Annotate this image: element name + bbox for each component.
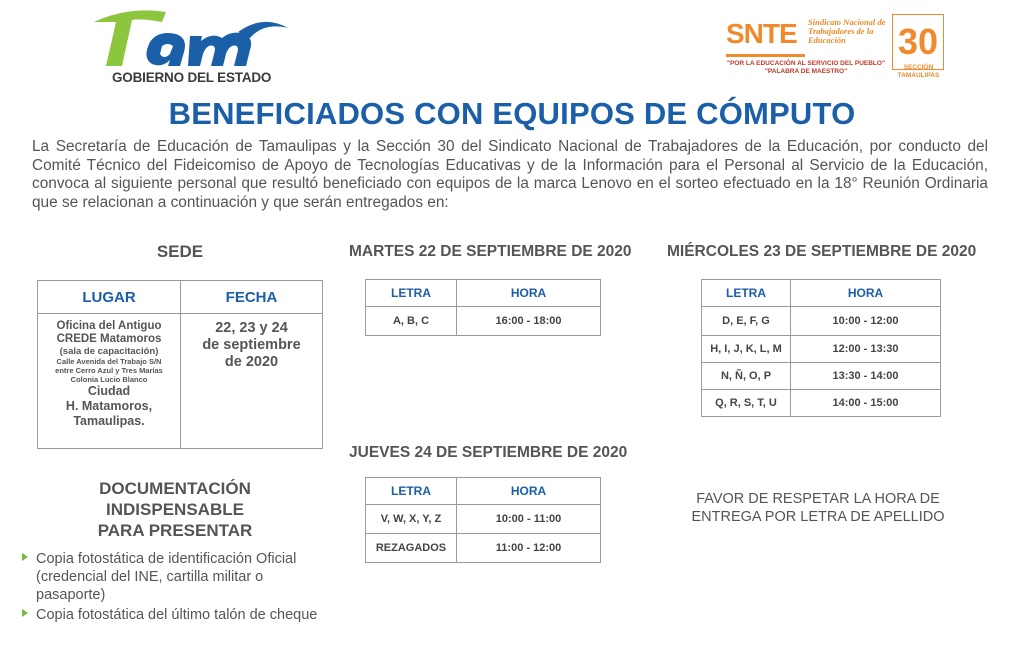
table-row: N, Ñ, O, P 13:30 - 14:00 (701, 362, 941, 390)
letra-cell: V, W, X, Y, Z (365, 504, 457, 534)
snte-underline (726, 18, 805, 57)
triangle-bullet-icon (22, 553, 28, 561)
letra-cell: REZAGADOS (365, 533, 457, 563)
table-row: Q, R, S, T, U 14:00 - 15:00 (701, 389, 941, 417)
schedule-header-row: LETRA HORA (365, 477, 601, 505)
snte-seccion-30-logo: SNTE Sindicato Nacional de Trabajadores … (726, 14, 956, 84)
list-item-text: Copia fotostática de identificación Ofic… (36, 551, 297, 603)
tamaulipas-government-logo: GOBIERNO DEL ESTADO (88, 4, 293, 90)
hora-cell: 16:00 - 18:00 (456, 306, 601, 336)
letra-cell: H, I, J, K, L, M (701, 335, 791, 363)
lugar-line: Calle Avenida del Trabajo S/N (56, 357, 162, 366)
schedule-header-row: LETRA HORA (365, 279, 601, 307)
sede-col-fecha: FECHA (180, 280, 323, 314)
jueves-heading: JUEVES 24 DE SEPTIEMBRE DE 2020 (349, 444, 628, 461)
sede-fecha-cell: 22, 23 y 24 de septiembre de 2020 (180, 313, 323, 449)
lugar-line: Oficina del Antiguo (56, 320, 162, 332)
snte-state-label: TAMAULIPAS (897, 71, 940, 79)
table-row: D, E, F, G 10:00 - 12:00 (701, 306, 941, 336)
table-row: V, W, X, Y, Z 10:00 - 11:00 (365, 504, 601, 534)
table-row: H, I, J, K, L, M 12:00 - 13:30 (701, 335, 941, 363)
lugar-line: H. Matamoros, (65, 399, 153, 413)
notice-text: FAVOR DE RESPETAR LA HORA DE ENTREGA POR… (691, 491, 945, 525)
col-letra: LETRA (365, 279, 457, 307)
fecha-line: 22, 23 y 24 (215, 320, 288, 336)
col-hora: HORA (456, 279, 601, 307)
snte-slogan-line1: "POR LA EDUCACIÓN AL SERVICIO DEL PUEBLO… (726, 60, 886, 67)
letra-cell: Q, R, S, T, U (701, 389, 791, 417)
hora-cell: 10:00 - 11:00 (456, 504, 601, 534)
lugar-line: (sala de capacitación) (59, 346, 159, 357)
sede-body-row: Oficina del Antiguo CREDE Matamoros (sal… (37, 313, 323, 449)
miercoles-schedule-table: LETRA HORA D, E, F, G 10:00 - 12:00 H, I… (701, 279, 941, 417)
schedule-header-row: LETRA HORA (701, 279, 941, 307)
lugar-line: Tamaulipas. (73, 414, 145, 428)
snte-wordmark: SNTE (726, 18, 798, 49)
sede-heading: SEDE (156, 242, 204, 261)
martes-schedule-table: LETRA HORA A, B, C 16:00 - 18:00 (365, 279, 601, 336)
letra-cell: N, Ñ, O, P (701, 362, 791, 390)
letra-cell: D, E, F, G (701, 306, 791, 336)
fecha-line: de septiembre (202, 337, 301, 353)
list-item-text: Copia fotostática del último talón de ch… (36, 607, 318, 623)
snte-section-label: SECCIÓN (903, 64, 934, 71)
table-row: A, B, C 16:00 - 18:00 (365, 306, 601, 336)
sede-header-row: LUGAR FECHA (37, 280, 323, 314)
snte-section-caption: SECCIÓN TAMAULIPAS (892, 64, 945, 79)
hora-cell: 14:00 - 15:00 (790, 389, 941, 417)
sede-lugar-cell: Oficina del Antiguo CREDE Matamoros (sal… (37, 313, 181, 449)
hora-cell: 13:30 - 14:00 (790, 362, 941, 390)
hora-cell: 11:00 - 12:00 (456, 533, 601, 563)
martes-heading: MARTES 22 DE SEPTIEMBRE DE 2020 (349, 243, 632, 260)
documentation-heading-line: INDISPENSABLE (106, 500, 244, 519)
list-item: Copia fotostática de identificación Ofic… (22, 550, 332, 604)
jueves-schedule-table: LETRA HORA V, W, X, Y, Z 10:00 - 11:00 R… (365, 477, 601, 563)
sede-table: LUGAR FECHA Oficina del Antiguo CREDE Ma… (37, 280, 323, 449)
documentation-heading-line: PARA PRESENTAR (97, 521, 253, 540)
tam-logo-caption: GOBIERNO DEL ESTADO (112, 70, 272, 85)
fecha-line: de 2020 (224, 354, 279, 370)
snte-full-name: Sindicato Nacional de Trabajadores de la… (808, 17, 886, 45)
col-letra: LETRA (701, 279, 791, 307)
lugar-line: Colonia Lucio Blanco (70, 375, 148, 384)
tam-wordmark-graphic (94, 10, 288, 66)
col-hora: HORA (790, 279, 941, 307)
list-item: Copia fotostática del último talón de ch… (22, 606, 332, 624)
documentation-list: Copia fotostática de identificación Ofic… (22, 550, 332, 626)
sede-col-lugar: LUGAR (37, 280, 181, 314)
letra-cell: A, B, C (365, 306, 457, 336)
hora-cell: 12:00 - 13:30 (790, 335, 941, 363)
documentation-heading: DOCUMENTACIÓN INDISPENSABLE PARA PRESENT… (70, 478, 280, 541)
lugar-line: entre Cerro Azul y Tres Marías (55, 366, 163, 375)
lugar-line: Ciudad (87, 384, 131, 398)
col-letra: LETRA (365, 477, 457, 505)
lugar-line: CREDE Matamoros (56, 333, 162, 345)
miercoles-heading: MIÉRCOLES 23 DE SEPTIEMBRE DE 2020 (667, 243, 977, 260)
hora-cell: 10:00 - 12:00 (790, 306, 941, 336)
snte-section-number: 30 (892, 14, 944, 70)
documentation-heading-line: DOCUMENTACIÓN (99, 479, 251, 498)
snte-slogan: "POR LA EDUCACIÓN AL SERVICIO DEL PUEBLO… (726, 60, 886, 76)
page-title: BENEFICIADOS CON EQUIPOS DE CÓMPUTO (168, 96, 856, 131)
table-row: REZAGADOS 11:00 - 12:00 (365, 533, 601, 563)
snte-slogan-line2: "PALABRA DE MAESTRO" (764, 68, 848, 75)
triangle-bullet-icon (22, 609, 28, 617)
intro-paragraph: La Secretaría de Educación de Tamaulipas… (32, 138, 988, 211)
col-hora: HORA (456, 477, 601, 505)
